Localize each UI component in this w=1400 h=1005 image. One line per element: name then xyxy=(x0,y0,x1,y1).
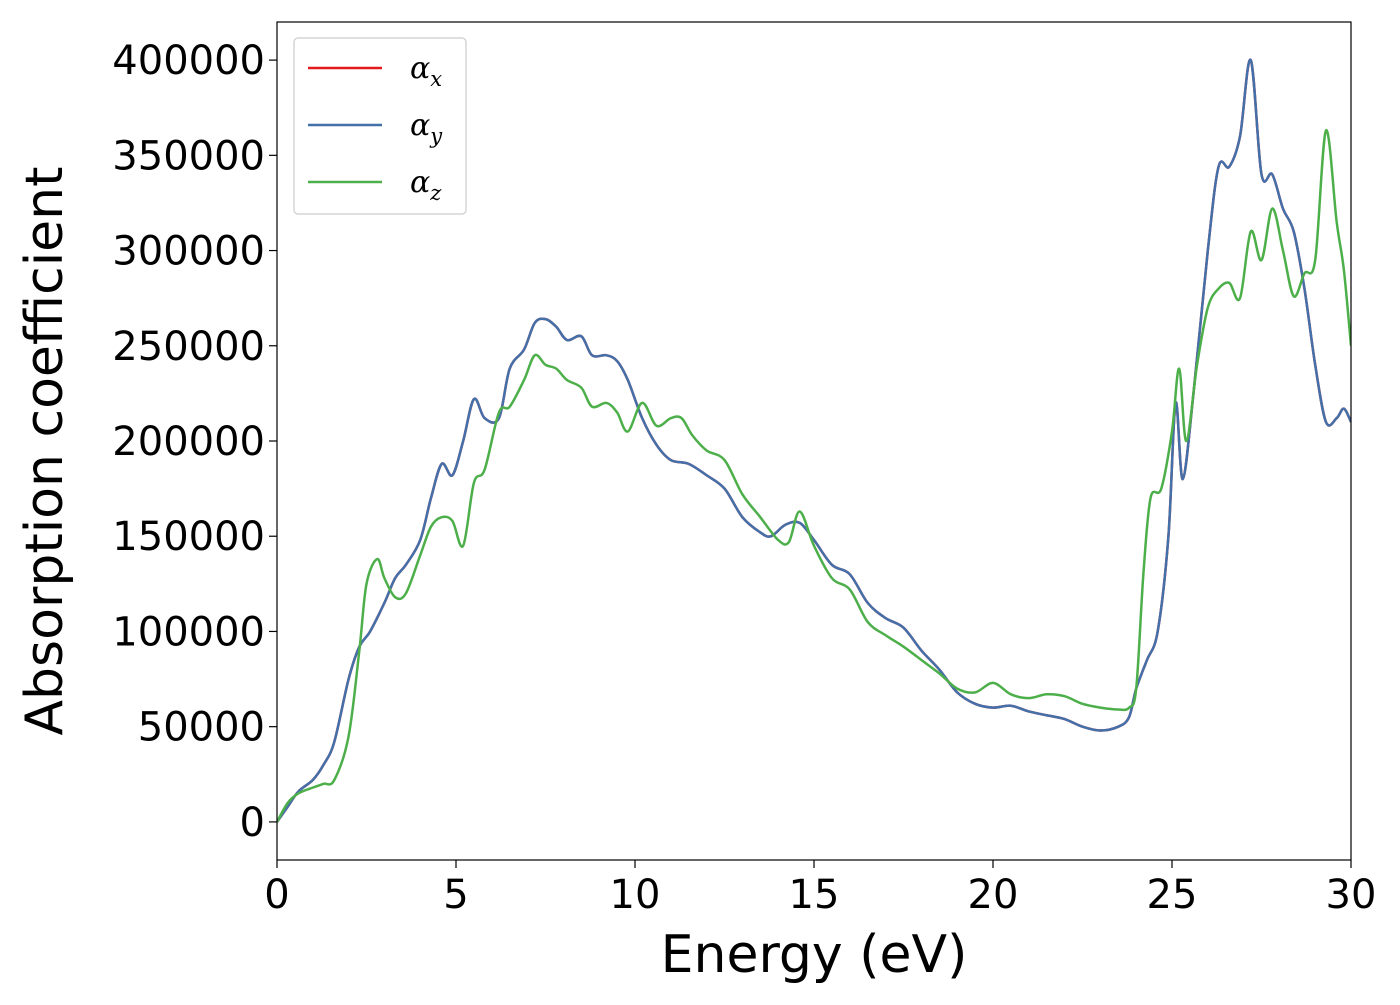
y-tick-label: 100000 xyxy=(112,609,265,655)
legend-label-subscript: y xyxy=(429,124,443,148)
legend-label-alpha-y: αy xyxy=(410,108,443,148)
y-tick-label: 300000 xyxy=(112,229,265,275)
legend-label-main: α xyxy=(410,51,430,86)
plot-lines xyxy=(277,58,1351,823)
legend-label-main: α xyxy=(410,165,430,200)
series-line-alpha-z xyxy=(277,129,1351,823)
legend-label-alpha-x: αx xyxy=(410,51,442,91)
x-axis-ticks: 0 5 10 15 20 25 30 xyxy=(264,860,1376,918)
x-tick-label: 25 xyxy=(1147,872,1198,918)
x-tick-label: 10 xyxy=(610,872,661,918)
y-tick-label: 50000 xyxy=(138,705,265,751)
x-tick-label: 30 xyxy=(1326,872,1377,918)
x-tick-label: 0 xyxy=(264,872,289,918)
x-axis-title: Energy (eV) xyxy=(661,925,968,985)
legend-label-subscript: z xyxy=(429,181,442,205)
y-tick-label: 350000 xyxy=(112,133,265,179)
x-tick-label: 15 xyxy=(789,872,840,918)
legend-label-subscript: x xyxy=(430,67,442,91)
x-tick-label: 20 xyxy=(968,872,1019,918)
series-line-alpha-y xyxy=(277,58,1351,823)
y-tick-label: 150000 xyxy=(112,514,265,560)
x-tick-label: 5 xyxy=(443,872,468,918)
y-tick-label: 400000 xyxy=(112,38,265,84)
legend-label-main: α xyxy=(410,108,430,143)
legend-label-alpha-z: αz xyxy=(410,165,442,205)
y-tick-label: 200000 xyxy=(112,419,265,465)
y-axis-title: Absorption coefficient xyxy=(15,166,75,735)
y-tick-label: 0 xyxy=(240,800,265,846)
y-axis-ticks: 0 50000 100000 150000 200000 250000 300000 3500… xyxy=(112,38,277,846)
y-tick-label: 250000 xyxy=(112,324,265,370)
